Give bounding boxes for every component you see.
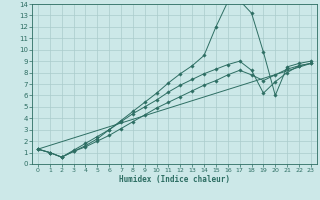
X-axis label: Humidex (Indice chaleur): Humidex (Indice chaleur) — [119, 175, 230, 184]
